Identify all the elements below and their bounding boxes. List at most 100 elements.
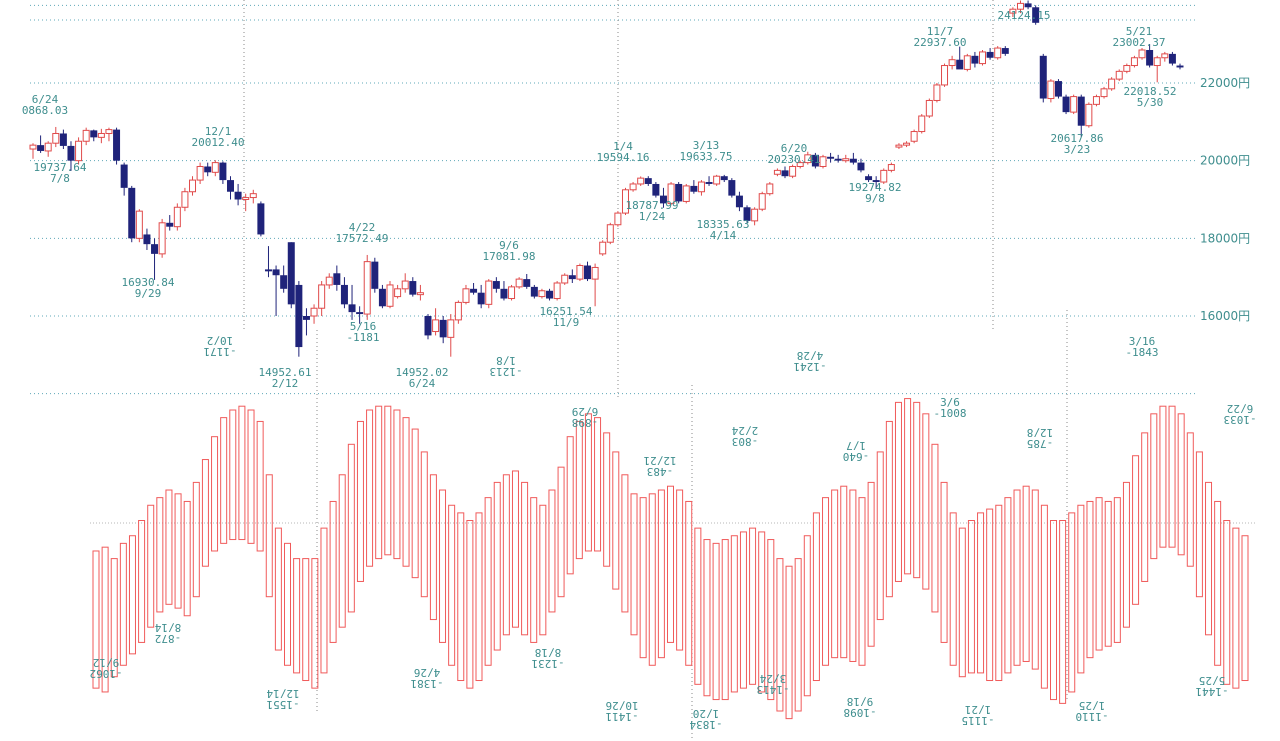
- oscillator-bar: [1159, 405, 1167, 548]
- oscillator-bar: [639, 497, 647, 659]
- candle: [743, 205, 751, 223]
- oscillator-date: 8/18: [535, 646, 562, 659]
- candle-body-down: [857, 162, 865, 171]
- candlestick-series: [29, 0, 1184, 357]
- oscillator-bar: [913, 401, 921, 579]
- candle: [1108, 77, 1116, 91]
- oscillator-bar: [922, 413, 930, 590]
- annotation-value: 24124.15: [998, 9, 1051, 22]
- oscillator-bar: [876, 451, 884, 621]
- candle-body-up: [758, 193, 766, 210]
- candle-body-up: [903, 142, 911, 146]
- candle: [994, 46, 1002, 60]
- candle-body-up: [189, 179, 197, 193]
- candle-body-down: [652, 183, 660, 196]
- oscillator-value: -1381: [410, 677, 443, 690]
- candle: [113, 127, 121, 165]
- candle-body-down: [1032, 7, 1040, 23]
- candle: [963, 53, 971, 72]
- candle: [796, 160, 804, 169]
- candle: [143, 228, 151, 250]
- annotation-value: 14952.61: [259, 366, 312, 379]
- candle: [637, 176, 645, 186]
- annotation-date: 4/22: [349, 221, 376, 234]
- candle-body-up: [454, 301, 462, 321]
- oscillator-annotation: 3/6-1008: [933, 396, 966, 420]
- candle-body-up: [462, 288, 470, 303]
- candle-body-up: [394, 288, 402, 298]
- annotation-date: 3/13: [693, 139, 720, 152]
- candle: [166, 215, 174, 231]
- candle-body-up: [401, 280, 409, 290]
- candle-body-up: [933, 84, 941, 101]
- oscillator-date: 3/24: [759, 672, 786, 685]
- oscillator-bar: [958, 527, 966, 678]
- annotation-date: 9/6: [499, 239, 519, 252]
- candle-body-up: [979, 51, 987, 65]
- candle-body-up: [713, 175, 721, 185]
- oscillator-bar: [165, 489, 173, 605]
- candle: [918, 114, 926, 134]
- oscillator-bar: [521, 481, 529, 636]
- candle-body-up: [561, 274, 569, 284]
- candle: [735, 191, 743, 212]
- candle: [189, 176, 197, 196]
- candle-body-down: [470, 288, 478, 293]
- candle-body-up: [158, 222, 166, 255]
- candle-body-down: [1168, 53, 1176, 64]
- oscillator-bar: [347, 443, 355, 613]
- oscillator-bar: [1241, 535, 1249, 682]
- oscillator-bar: [1104, 500, 1112, 647]
- oscillator-bar: [502, 474, 510, 636]
- candle: [621, 187, 629, 216]
- candle: [515, 277, 523, 289]
- price-annotation: 19737.647/8: [34, 161, 87, 185]
- annotation-value: 20012.40: [192, 136, 245, 149]
- candle-body-up: [196, 165, 204, 181]
- annotation-value: 19594.16: [597, 151, 650, 164]
- oscillator-date: 3/16: [1129, 335, 1156, 348]
- oscillator-value: -1171: [203, 345, 236, 358]
- annotation-value: 19633.75: [680, 150, 733, 163]
- oscillator-bar: [758, 531, 766, 693]
- candle: [508, 284, 516, 301]
- oscillator-bar: [894, 401, 902, 582]
- oscillator-bar: [849, 489, 857, 662]
- candle-body-down: [264, 269, 272, 272]
- oscillator-bar: [949, 512, 957, 666]
- annotation-date: 12/1: [205, 125, 232, 138]
- oscillator-bar: [429, 474, 437, 621]
- candle-body-up: [842, 158, 850, 162]
- candle-body-down: [280, 275, 288, 289]
- candle: [249, 189, 257, 204]
- candle-body-down: [690, 185, 698, 192]
- annotation-value: 18335.63: [697, 218, 750, 231]
- oscillator-bar: [320, 527, 328, 674]
- candle: [242, 193, 250, 212]
- annotation-value: 22937.60: [914, 36, 967, 49]
- candle: [880, 168, 888, 184]
- oscillator-bar: [457, 512, 465, 682]
- candle: [272, 265, 280, 316]
- candle: [644, 176, 652, 186]
- oscillator-bar: [940, 481, 948, 643]
- oscillator-date: 10/26: [605, 699, 638, 712]
- oscillator-bar: [803, 535, 811, 697]
- candle-body-down: [1054, 81, 1062, 97]
- candle: [659, 187, 667, 208]
- oscillator-bar: [703, 539, 711, 697]
- oscillator-bar: [119, 542, 127, 666]
- candle-body-down: [971, 55, 979, 64]
- candle: [811, 152, 819, 169]
- oscillator-bar: [667, 485, 674, 643]
- oscillator-bar: [557, 466, 565, 598]
- oscillator-date: 12/14: [266, 687, 299, 700]
- oscillator-bar: [812, 512, 820, 682]
- candle-body-up: [1115, 70, 1123, 80]
- oscillator-bar: [1168, 405, 1176, 548]
- candle: [1100, 86, 1108, 99]
- candle-body-down: [37, 145, 45, 151]
- candle: [173, 203, 181, 231]
